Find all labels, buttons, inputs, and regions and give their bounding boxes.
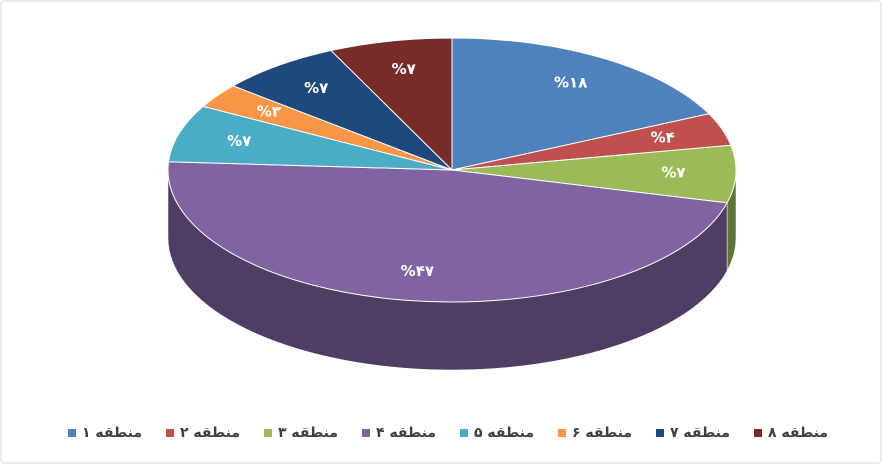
legend-label: منطقه ۷: [670, 425, 730, 441]
legend-swatch: [264, 429, 272, 437]
pie-slice: [451, 37, 710, 171]
data-label: %۷: [392, 60, 416, 78]
pie-slice: [167, 161, 728, 303]
legend-label: منطقه ۱: [82, 425, 142, 441]
data-label: %۷: [227, 132, 251, 150]
legend-swatch: [460, 429, 468, 437]
pie-slice: [232, 50, 453, 171]
pie-slice: [167, 105, 453, 171]
legend-label: منطقه ۸: [768, 425, 828, 441]
legend-swatch: [558, 429, 566, 437]
legend-label: منطقه ۵: [474, 425, 534, 441]
legend-label: منطقه ۴: [376, 425, 436, 441]
legend-swatch: [362, 429, 370, 437]
pie-slice: [451, 144, 737, 204]
legend-label: منطقه ۶: [572, 425, 632, 441]
legend-swatch: [166, 429, 174, 437]
data-label: %۴: [651, 129, 675, 147]
legend-label: منطقه ۳: [278, 425, 338, 441]
legend-swatch: [68, 429, 76, 437]
data-label: %۷: [304, 79, 328, 97]
data-label: %۳: [257, 103, 281, 121]
legend-swatch: [656, 429, 664, 437]
data-label: %۷: [661, 164, 685, 182]
legend-label: منطقه ۲: [180, 425, 240, 441]
pie-slice: [330, 37, 453, 172]
data-label: %۱۸: [554, 74, 587, 92]
data-label: %۴۷: [401, 262, 434, 280]
legend-swatch: [754, 429, 762, 437]
